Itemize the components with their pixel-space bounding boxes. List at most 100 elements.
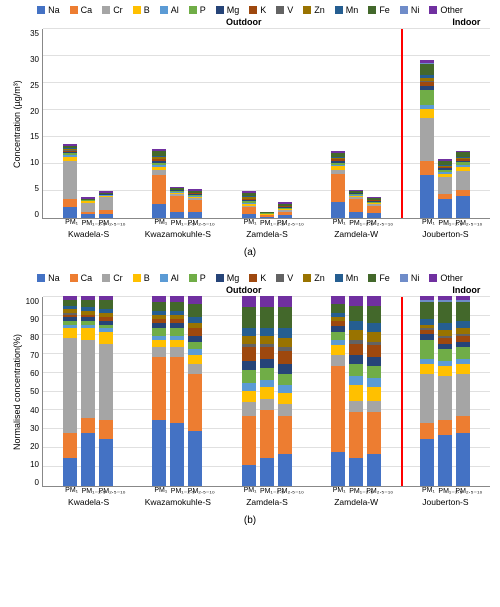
legend-item: Other: [429, 273, 463, 283]
stacked-bar: [331, 296, 345, 486]
bar-segment: [63, 433, 77, 458]
bar-segment: [170, 212, 184, 219]
legend-item: Zn: [303, 273, 325, 283]
bar-group: [401, 297, 490, 486]
bar-segment: [456, 416, 470, 433]
bar-segment: [260, 307, 274, 328]
site-label: Kwadela-S: [44, 229, 133, 239]
legend-swatch: [429, 274, 437, 282]
legend-item: Na: [37, 5, 60, 15]
bar-segment: [420, 340, 434, 359]
bar-segment: [170, 302, 184, 312]
bar-segment: [349, 385, 363, 400]
bar-segment: [278, 307, 292, 328]
bar-segment: [349, 458, 363, 487]
label-indoor: Indoor: [452, 285, 480, 295]
bar-segment: [260, 217, 274, 218]
legend-label: Ni: [411, 5, 420, 15]
plot: Concentration (µg/m³)35302520151050: [10, 29, 490, 219]
legend-item: Na: [37, 273, 60, 283]
bar-segment: [242, 214, 256, 218]
bar-segment: [438, 366, 452, 376]
legend-label: Mg: [227, 273, 240, 283]
bar-segment: [331, 345, 345, 355]
legend-swatch: [400, 6, 408, 14]
bar-segment: [367, 206, 381, 214]
site-label: Kwadela-S: [44, 497, 133, 507]
bar-segment: [349, 412, 363, 458]
bar-segment: [63, 207, 77, 218]
site-label: Kwazamokuhle-S: [133, 229, 222, 239]
bar-segment: [278, 215, 292, 218]
bar-segment: [152, 302, 166, 312]
bar-segment: [438, 376, 452, 420]
legend-label: Mg: [227, 5, 240, 15]
bar-segment: [438, 323, 452, 331]
stacked-bar: [456, 296, 470, 486]
y-axis-title: Normalised concentration(%): [10, 297, 24, 487]
y-axis-ticks: 35302520151050: [24, 29, 42, 219]
bar-segment: [331, 202, 345, 218]
legend-item: Cr: [102, 273, 123, 283]
plot-area: [42, 29, 490, 219]
chart-panel-b: NaCaCrBAlPMgKVZnMnFeNiOtherOutdoorIndoor…: [0, 268, 500, 526]
site-label: Jouberton-S: [401, 497, 490, 507]
separator-line: [401, 29, 403, 218]
legend-item: B: [133, 5, 150, 15]
legend-item: Fe: [368, 273, 390, 283]
stacked-bar: [349, 296, 363, 486]
legend-label: Fe: [379, 273, 390, 283]
bar-segment: [242, 383, 256, 391]
bar-segment: [188, 374, 202, 431]
legend-swatch: [160, 6, 168, 14]
site-label: Zamdela-W: [312, 229, 401, 239]
legend-label: K: [260, 273, 266, 283]
bar-segment: [242, 416, 256, 465]
legend-item: Zn: [303, 5, 325, 15]
stacked-bar: [367, 296, 381, 486]
stacked-bar: [170, 187, 184, 218]
bar-segment: [420, 423, 434, 438]
bar-segment: [152, 328, 166, 336]
bar-group: [222, 297, 311, 486]
legend-swatch: [249, 274, 257, 282]
bar-segment: [456, 433, 470, 486]
bar-segment: [260, 328, 274, 336]
bar-segment: [349, 364, 363, 375]
bar-segment: [420, 364, 434, 374]
stacked-bar: [420, 296, 434, 486]
bar-segment: [260, 336, 274, 344]
bar-segment: [367, 378, 381, 388]
legend-item: Ca: [70, 273, 93, 283]
legend-swatch: [400, 274, 408, 282]
bar-segment: [260, 458, 274, 487]
stacked-bar: [99, 296, 113, 486]
bar-segment: [278, 338, 292, 348]
stacked-bar: [188, 189, 202, 218]
stacked-bar: [456, 151, 470, 219]
bar-segment: [420, 109, 434, 117]
bar-segment: [278, 374, 292, 385]
stacked-bar: [99, 191, 113, 218]
bar-segment: [188, 200, 202, 212]
bar-segment: [152, 175, 166, 205]
bar-segment: [367, 345, 381, 356]
bar-segment: [63, 338, 77, 433]
plot-area: [42, 297, 490, 487]
stacked-bar: [367, 197, 381, 218]
legend-item: P: [189, 273, 206, 283]
bar-segment: [260, 296, 274, 307]
legend-item: Cr: [102, 5, 123, 15]
bar-segment: [260, 368, 274, 379]
bar-segment: [278, 393, 292, 404]
bars: [43, 297, 490, 486]
legend-swatch: [368, 6, 376, 14]
stacked-bar: [63, 144, 77, 218]
stacked-bar: [420, 60, 434, 218]
bar-segment: [438, 420, 452, 435]
legend-label: Al: [171, 273, 179, 283]
bar-segment: [420, 374, 434, 423]
stacked-bar: [152, 296, 166, 486]
bar-segment: [63, 328, 77, 338]
bar-segment: [420, 64, 434, 75]
